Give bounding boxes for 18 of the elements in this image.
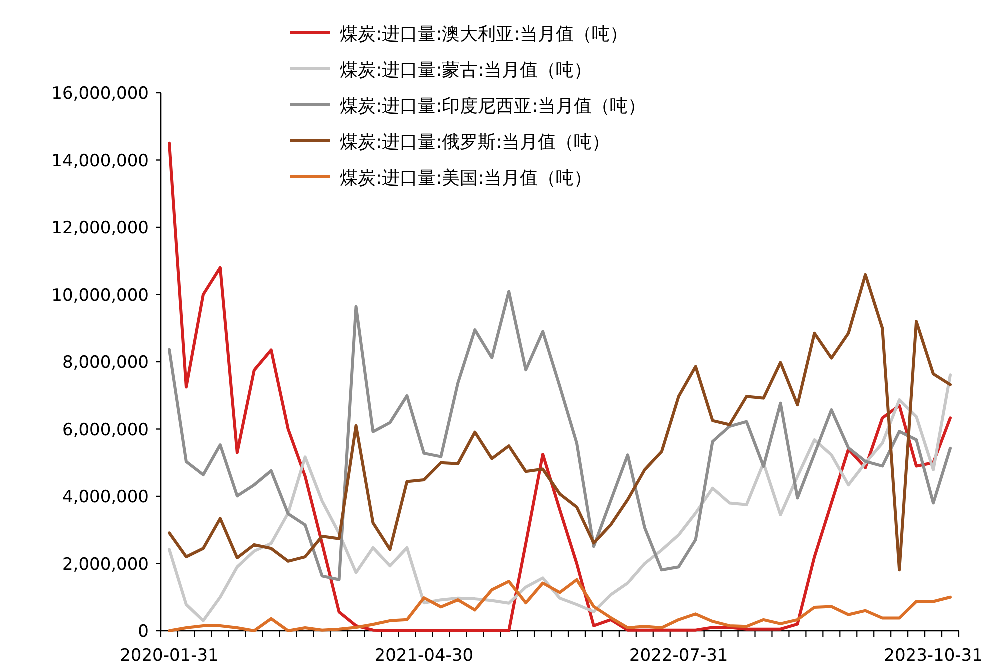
y-tick-label: 8,000,000 <box>62 353 149 373</box>
y-tick-label: 2,000,000 <box>62 554 149 575</box>
y-tick-label: 12,000,000 <box>52 218 149 238</box>
y-tick-label: 10,000,000 <box>52 286 149 306</box>
legend-label: 煤炭:进口量:澳大利亚:当月值（吨） <box>340 24 628 45</box>
legend-label: 煤炭:进口量:美国:当月值（吨） <box>340 168 592 189</box>
x-tick-label: 2020-01-31 <box>120 646 219 666</box>
y-tick-label: 0 <box>138 622 149 642</box>
legend-label: 煤炭:进口量:俄罗斯:当月值（吨） <box>340 132 610 153</box>
y-tick-label: 14,000,000 <box>52 151 149 172</box>
x-tick-label: 2022-07-31 <box>629 646 728 666</box>
x-tick-label: 2023-10-31 <box>884 646 983 666</box>
y-tick-label: 6,000,000 <box>62 420 149 440</box>
y-tick-label: 4,000,000 <box>62 488 149 508</box>
legend-label: 煤炭:进口量:蒙古:当月值（吨） <box>340 60 592 81</box>
x-tick-label: 2021-04-30 <box>374 646 474 666</box>
legend-label: 煤炭:进口量:印度尼西亚:当月值（吨） <box>340 96 646 117</box>
y-tick-label: 16,000,000 <box>52 84 149 104</box>
